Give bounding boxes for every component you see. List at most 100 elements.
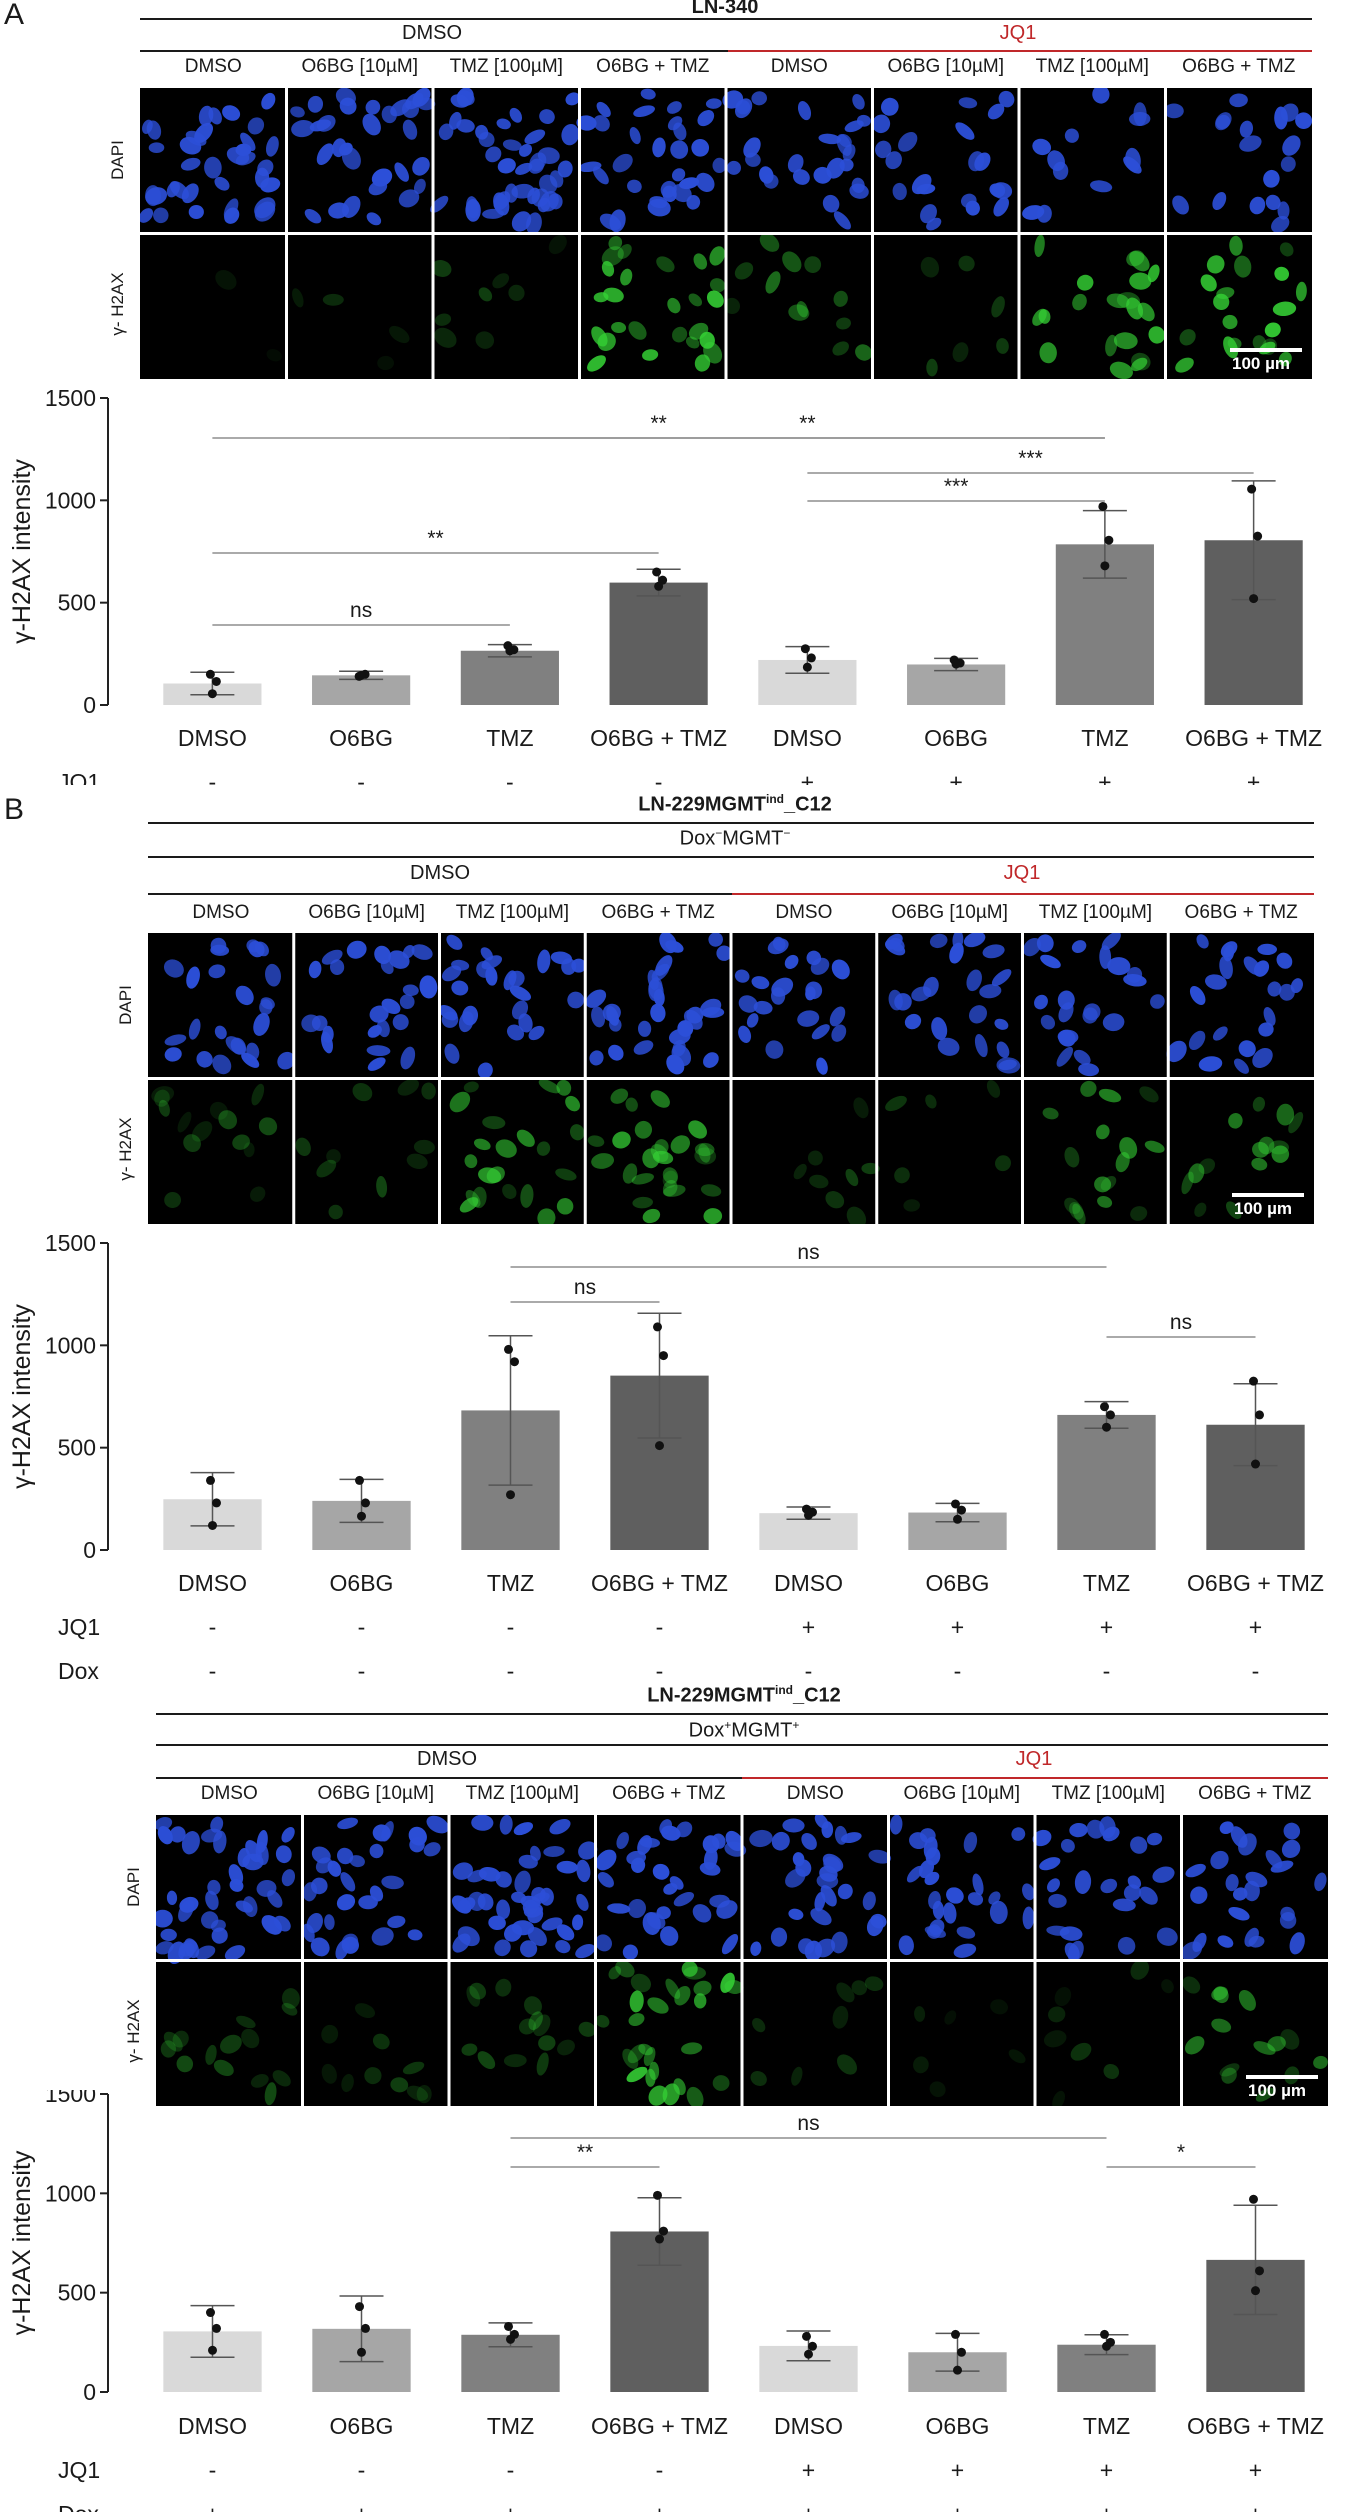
h2ax-image-2 <box>292 288 410 371</box>
category-label: DMSO <box>773 725 842 751</box>
significance-label: ns <box>797 2112 819 2135</box>
column-label: TMZ [100µM] <box>449 56 563 77</box>
dapi-image-7 <box>1022 88 1151 223</box>
panel-c-subtitle-rule <box>156 1744 1328 1746</box>
panel-b-sub-mgmt-sup: − <box>783 826 791 840</box>
h2ax-image-5 <box>750 1976 884 2086</box>
h2ax-image-8 <box>1182 1976 1328 2102</box>
column-label: TMZ [100µM] <box>455 902 570 923</box>
micrograph-grid <box>140 88 1312 379</box>
category-label: O6BG <box>926 2413 990 2439</box>
panel-b-title-suffix: _C12 <box>783 793 832 816</box>
data-point <box>206 2308 215 2318</box>
data-point <box>804 2349 813 2359</box>
error-bar-8 <box>1233 2204 1278 2316</box>
table-cell: + <box>355 2501 368 2512</box>
dapi-image-6 <box>872 90 1015 231</box>
table-cell: - <box>209 2457 217 2483</box>
category-label: DMSO <box>774 2413 843 2439</box>
y-tick-label: 500 <box>58 590 96 616</box>
h2ax-image-3 <box>449 1079 585 1224</box>
data-point <box>652 567 662 577</box>
h2ax-image-6 <box>885 1080 1011 1212</box>
dapi-image-5 <box>749 1815 892 1962</box>
y-tick-label: 1500 <box>45 2090 96 2107</box>
dapi-image-8 <box>1180 1821 1327 1960</box>
panel-c-group-jq1: JQ1 <box>1015 1748 1053 1770</box>
h2ax-image-4 <box>595 1960 744 2106</box>
y-tick-label: 500 <box>58 1435 96 1461</box>
data-point <box>951 2329 960 2339</box>
panel-letter-a: A <box>4 0 25 31</box>
y-tick-label: 0 <box>83 692 96 718</box>
table-cell: + <box>802 2457 815 2483</box>
y-tick-label: 1000 <box>45 2180 96 2206</box>
data-point <box>206 1475 215 1485</box>
column-label: DMSO <box>786 1783 844 1804</box>
panel-a-title-rule <box>140 18 1312 20</box>
category-label: O6BG + TMZ <box>1185 725 1322 751</box>
panel-b-subtitle-rule <box>148 856 1314 858</box>
table-cell: - <box>358 1658 366 1680</box>
table-cell: - <box>507 1658 515 1680</box>
panel-a-chart: 0 500 1000 1500 γ-H2AX intensity DMSO O6BG TMZ O… <box>8 385 1322 785</box>
dapi-image-8 <box>1166 934 1303 1074</box>
data-point <box>361 2323 370 2333</box>
column-label: O6BG [10µM] <box>317 1783 435 1804</box>
table-cell: - <box>1103 1658 1111 1680</box>
table-cell: + <box>1100 2501 1113 2512</box>
panel-b-chart: 0 500 1000 1500 γ-H2AX intensity DMSO O6BG TMZ O… <box>8 1230 1324 1680</box>
table-cell: - <box>655 769 663 785</box>
table-cell: + <box>801 769 814 785</box>
panel-a-group-dmso: DMSO <box>402 22 462 44</box>
data-point <box>1247 484 1257 494</box>
data-point <box>800 644 810 654</box>
table-cell: + <box>951 2457 964 2483</box>
category-label: DMSO <box>178 1570 247 1596</box>
panel-b-subtitle: Dox−MGMT− <box>680 826 791 851</box>
table-cell: - <box>507 1614 515 1640</box>
data-point <box>212 2323 221 2333</box>
bar-7 <box>1057 1414 1156 1550</box>
dapi-image-4 <box>595 1819 747 1960</box>
panel-b-jq1-rule <box>732 893 1314 895</box>
dapi-image-2 <box>302 1815 449 1960</box>
data-point <box>1100 2329 1109 2339</box>
data-point <box>207 689 217 699</box>
significance-label: ns <box>797 1241 819 1264</box>
table-cell: + <box>653 2501 666 2512</box>
scale-bar-label: 100 µm <box>1248 2081 1306 2100</box>
table-row-label: Dox <box>58 1658 99 1680</box>
h2ax-image-8 <box>1175 235 1307 373</box>
table-cell: - <box>506 769 514 785</box>
data-point <box>655 2234 664 2244</box>
dapi-image-6 <box>889 1815 1035 1958</box>
h2ax-image-1 <box>151 1083 278 1209</box>
data-point <box>808 2341 817 2351</box>
column-label: O6BG [10µM] <box>887 56 1005 77</box>
significance-label: ** <box>650 412 666 435</box>
data-point <box>953 2365 962 2375</box>
dapi-image-7 <box>1032 1816 1178 1963</box>
column-label: O6BG + TMZ <box>596 56 710 77</box>
h2ax-image-3 <box>461 1978 596 2076</box>
y-tick-label: 0 <box>83 1537 96 1563</box>
column-label: O6BG [10µM] <box>891 902 1008 923</box>
panel-b-sub-mgmt: MGMT <box>722 827 784 850</box>
column-label: DMSO <box>200 1783 258 1804</box>
table-row-label: JQ1 <box>58 2457 100 2483</box>
data-point <box>806 653 816 663</box>
table-cell: - <box>1252 1658 1260 1680</box>
column-label: O6BG [10µM] <box>301 56 419 77</box>
table-cell: + <box>1249 1614 1262 1640</box>
y-tick-label: 1000 <box>45 487 96 513</box>
table-cell: + <box>1100 2457 1113 2483</box>
table-cell: - <box>209 769 217 785</box>
data-point <box>357 1511 366 1521</box>
table-cell: + <box>206 2501 219 2512</box>
y-tick-label: 0 <box>83 2379 96 2405</box>
grid-divider <box>148 1077 1314 1080</box>
data-point <box>654 581 664 591</box>
data-point <box>804 1510 813 1520</box>
data-point <box>212 1498 221 1508</box>
